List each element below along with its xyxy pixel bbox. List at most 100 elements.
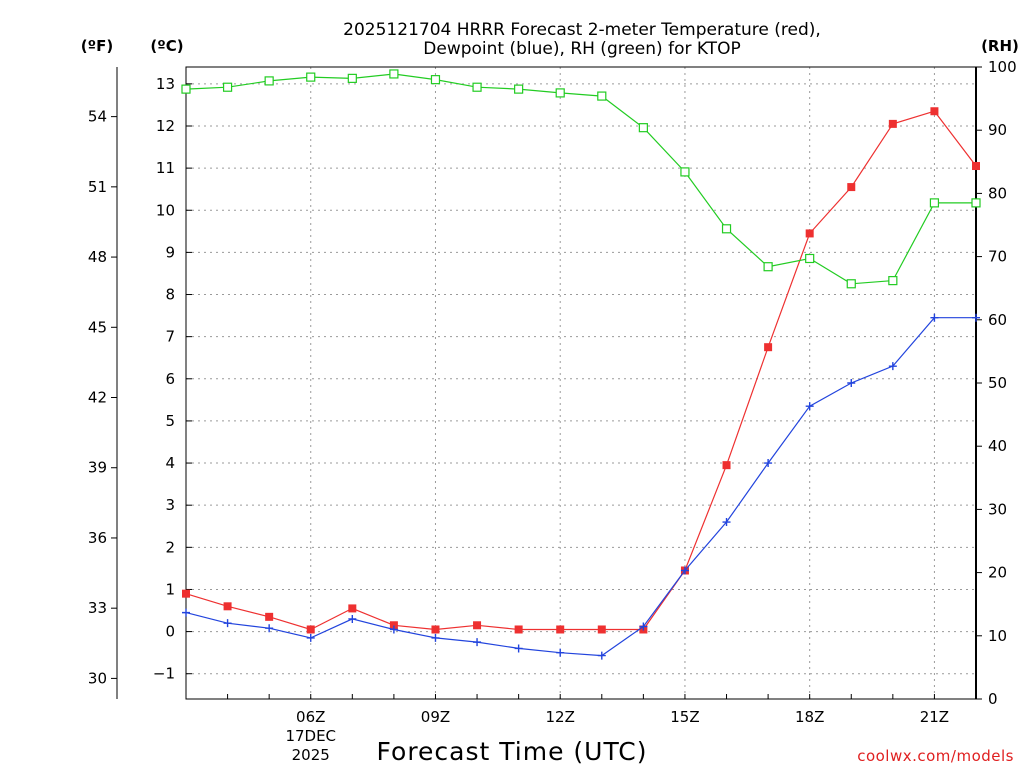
x-date-label: 17DEC — [285, 727, 336, 745]
temperature-point — [972, 162, 980, 171]
chart-title-line1: 2025121704 HRRR Forecast 2-meter Tempera… — [343, 20, 821, 40]
rh-point — [222, 82, 233, 92]
temperature-point — [431, 625, 440, 634]
celsius-tick-label: 13 — [156, 75, 175, 93]
rh-tick-label: 90 — [988, 121, 1007, 139]
rh-tick-label: 60 — [988, 311, 1007, 329]
temperature-point — [847, 183, 856, 192]
fahrenheit-tick-label: 30 — [88, 669, 107, 687]
rh-point — [763, 262, 773, 272]
celsius-tick-label: 4 — [165, 454, 175, 472]
fahrenheit-tick-label: 48 — [88, 248, 107, 266]
rh-tick-label: 80 — [988, 184, 1007, 202]
temperature-point — [930, 107, 939, 116]
x-tick-label: 06Z — [296, 708, 325, 726]
fahrenheit-tick-label: 54 — [88, 108, 107, 126]
rh-point — [430, 75, 441, 85]
fahrenheit-tick-label: 39 — [88, 459, 107, 477]
celsius-tick-label: 5 — [165, 412, 175, 430]
rh-point — [389, 69, 399, 79]
celsius-tick-label: 1 — [165, 580, 175, 598]
dewpoint-point — [639, 622, 648, 631]
rh-point — [555, 88, 565, 98]
grid-layer — [186, 67, 976, 699]
fahrenheit-tick-label: 45 — [88, 318, 107, 336]
rh-point — [846, 279, 856, 289]
celsius-unit-label: (ºC) — [150, 37, 183, 55]
dewpoint-point — [389, 625, 398, 634]
celsius-tick-label: 3 — [165, 496, 175, 514]
rh-point — [472, 82, 482, 92]
rh-tick-label: 10 — [988, 627, 1007, 645]
fahrenheit-tick-label: 51 — [88, 178, 107, 196]
temperature-point — [597, 625, 606, 634]
dewpoint-point — [514, 644, 523, 653]
rh-point — [929, 198, 940, 208]
dewpoint-point — [265, 624, 274, 633]
rh-tick-label: 40 — [988, 437, 1007, 455]
fahrenheit-tick-label: 33 — [88, 599, 107, 617]
temperature-point — [556, 625, 565, 634]
dewpoint-point — [847, 379, 856, 387]
temperature-point — [514, 625, 523, 634]
dewpoint-point — [431, 633, 440, 642]
temperature-point — [764, 343, 773, 352]
fahrenheit-tick-label: 36 — [88, 529, 107, 547]
rh-tick-label: 70 — [988, 248, 1007, 266]
rh-tick-label: 100 — [988, 58, 1017, 76]
dewpoint-point — [348, 614, 357, 623]
rh-unit-label: (RH) — [981, 37, 1019, 55]
dewpoint-point — [473, 638, 482, 647]
rh-point — [971, 198, 981, 208]
temperature-point — [389, 621, 398, 630]
dewpoint-point — [972, 313, 980, 322]
dewpoint-point — [680, 566, 689, 575]
temperature-point — [265, 612, 274, 621]
rh-tick-label: 30 — [988, 500, 1007, 518]
temperature-point — [722, 461, 731, 470]
celsius-tick-label: 11 — [156, 159, 175, 177]
celsius-tick-label: −1 — [153, 665, 175, 683]
rh-tick-label: 0 — [988, 690, 998, 708]
celsius-tick-label: 6 — [165, 370, 175, 388]
x-axis-title: Forecast Time (UTC) — [377, 737, 648, 766]
credit-text: coolwx.com/models — [857, 747, 1014, 765]
temperature-point — [182, 589, 190, 598]
dewpoint-point — [306, 633, 315, 642]
temperature-point — [306, 625, 315, 634]
dewpoint-point — [182, 608, 190, 617]
x-tick-label: 15Z — [670, 708, 699, 726]
rh-point — [721, 224, 732, 234]
rh-tick-label: 20 — [988, 564, 1007, 582]
x-tick-label: 09Z — [421, 708, 450, 726]
temperature-point — [888, 119, 897, 128]
x-tick-label: 18Z — [795, 708, 824, 726]
dewpoint-point — [597, 651, 606, 660]
dewpoint-line — [185, 317, 976, 657]
temperature-line — [185, 110, 977, 631]
rh-point — [347, 73, 357, 83]
dewpoint-point — [888, 362, 897, 371]
celsius-tick-label: 12 — [156, 117, 175, 135]
rh-point — [680, 167, 690, 177]
fahrenheit-unit-label: (ºF) — [81, 37, 113, 55]
dewpoint-point — [223, 619, 232, 628]
axes-layer: −101234567891011121330333639424548515401… — [88, 58, 1017, 708]
celsius-tick-label: 9 — [165, 243, 175, 261]
plot-frame — [185, 66, 977, 700]
dewpoint-point — [805, 402, 814, 411]
series-layer — [181, 69, 981, 660]
celsius-tick-label: 8 — [165, 286, 175, 304]
dewpoint-point — [556, 648, 565, 657]
rh-point — [264, 76, 274, 86]
temperature-point — [223, 602, 232, 611]
x-year-label: 2025 — [292, 746, 330, 764]
temperature-point — [805, 229, 814, 238]
rh-point — [597, 91, 607, 101]
rh-line — [185, 73, 976, 285]
temperature-point — [348, 604, 357, 613]
rh-point — [181, 84, 191, 94]
rh-tick-label: 50 — [988, 374, 1007, 392]
